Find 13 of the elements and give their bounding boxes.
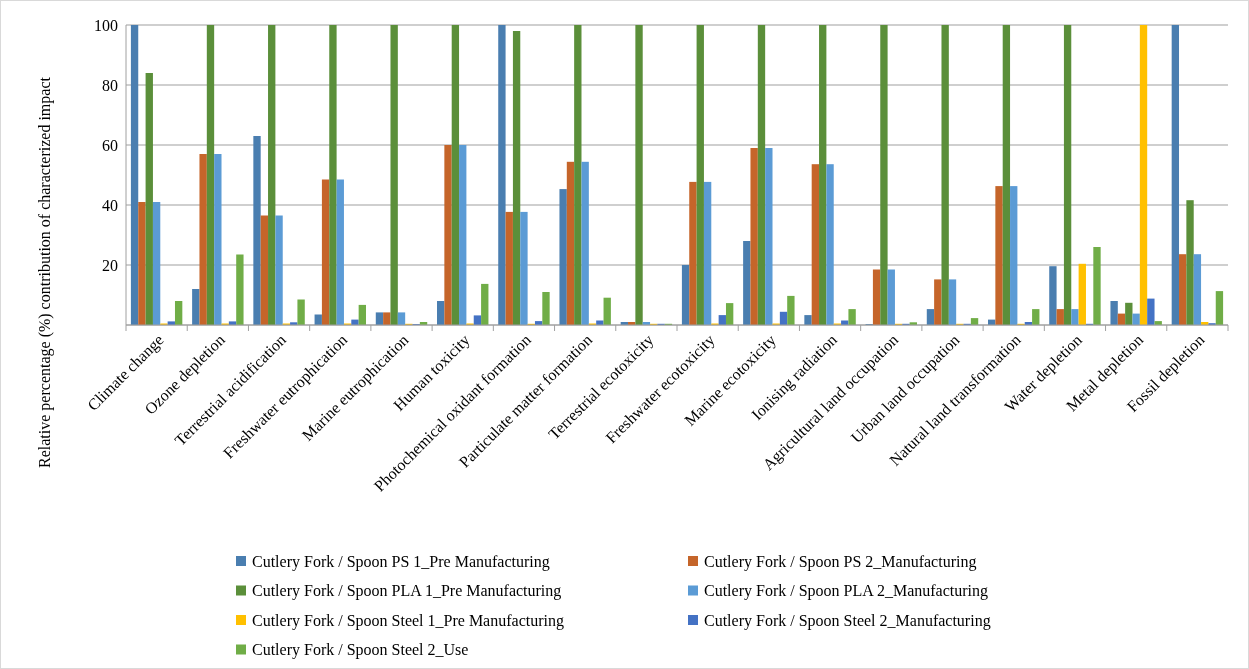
legend-label: Cutlery Fork / Spoon PLA 1_Pre Manufacturing: [252, 582, 562, 601]
y-axis-title: Relative percentage (%) contribution of characterized impact: [36, 76, 54, 468]
legend-label: Cutlery Fork / Spoon PS 1_Pre Manufacturing: [252, 552, 550, 571]
legend-label: Cutlery Fork / Spoon Steel 2_Use: [252, 641, 469, 660]
y-tick-label: 20: [102, 256, 118, 274]
y-tick-label: 100: [94, 16, 118, 34]
legend-label: Cutlery Fork / Spoon PS 2_Manufacturing: [704, 552, 977, 571]
y-tick-label: 80: [102, 76, 118, 94]
legend-label: Cutlery Fork / Spoon Steel 1_Pre Manufacturing: [252, 611, 564, 630]
legend-label: Cutlery Fork / Spoon PLA 2_Manufacturing: [704, 582, 988, 601]
y-tick-label: 60: [102, 136, 118, 154]
legend-label: Cutlery Fork / Spoon Steel 2_Manufacturing: [704, 611, 991, 630]
y-tick-label: 40: [102, 196, 118, 214]
